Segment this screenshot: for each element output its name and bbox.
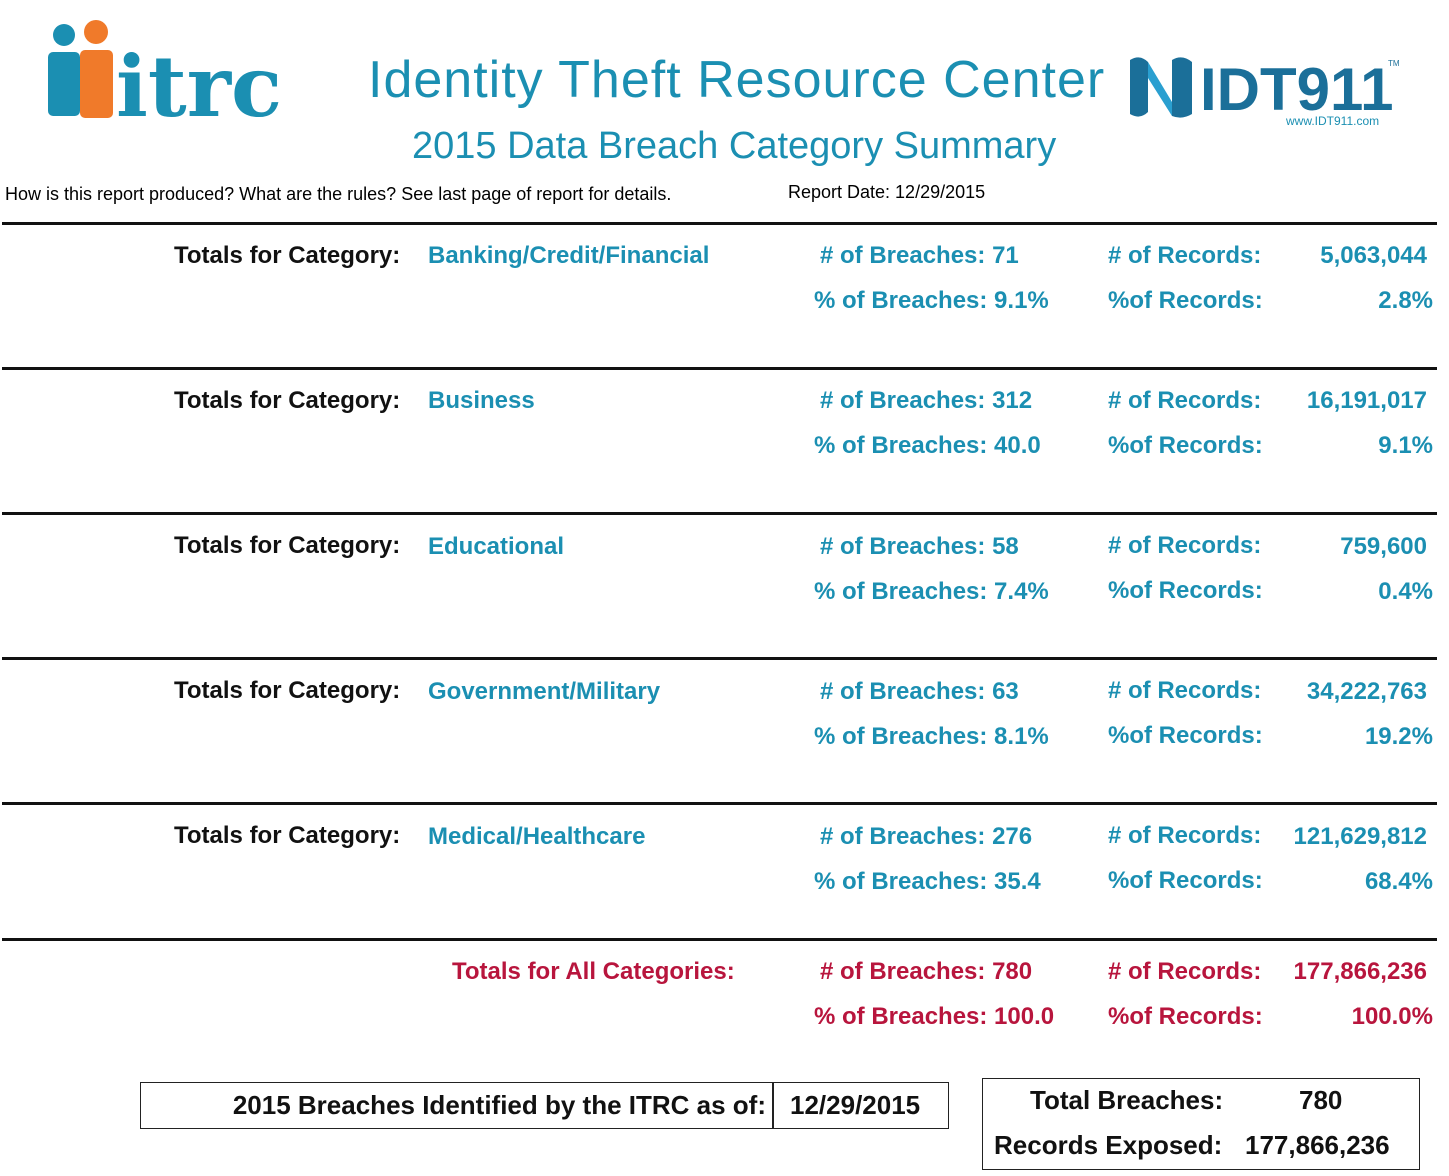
report-date: Report Date: 12/29/2015 [788, 182, 986, 202]
category-name: Medical/Healthcare [428, 823, 646, 850]
total-breaches-value: 780 [1299, 1085, 1343, 1115]
breaches-percent: % of Breaches: 35.4 [814, 868, 1041, 895]
breaches-count: # of Breaches: 71 [820, 242, 1019, 269]
category-label: Totals for Category: [174, 387, 401, 414]
records-percent-value: 19.2% [1364, 723, 1433, 750]
total-breaches-count: # of Breaches: 780 [820, 958, 1033, 985]
records-percent-value: 0.4% [1378, 578, 1433, 605]
idt911-logo-graphic: IDT911 TM www.IDT911.com [1130, 56, 1400, 128]
idt911-url: www.IDT911.com [1285, 114, 1379, 128]
category-label: Totals for Category: [174, 677, 401, 704]
category-name: Government/Military [428, 678, 661, 705]
records-percent-value: 9.1% [1378, 432, 1433, 459]
breaches-percent: % of Breaches: 40.0 [814, 432, 1041, 459]
records-percent-label: %of Records: [1108, 432, 1263, 459]
identified-label-box: 2015 Breaches Identified by the ITRC as … [140, 1082, 773, 1129]
idt911-logo-text: IDT911 [1200, 56, 1393, 123]
idt911-logo: IDT911 TM www.IDT911.com [1126, 50, 1406, 130]
identified-date-box: 12/29/2015 [773, 1082, 949, 1129]
total-records-percent-value: 100.0% [1351, 1003, 1433, 1030]
page-title: Identity Theft Resource Center [368, 51, 1106, 109]
records-label: # of Records: [1108, 822, 1262, 849]
breaches-percent: % of Breaches: 7.4% [814, 578, 1049, 605]
records-exposed-value: 177,866,236 [1245, 1130, 1390, 1160]
report-info-text: How is this report produced? What are th… [5, 184, 672, 204]
records-percent-label: %of Records: [1108, 722, 1263, 749]
total-records-percent-label: %of Records: [1108, 1003, 1263, 1030]
identified-date: 12/29/2015 [790, 1090, 921, 1120]
records-percent-label: %of Records: [1108, 577, 1263, 604]
breaches-percent: % of Breaches: 9.1% [814, 287, 1049, 314]
itrc-logo-graphic: itrc [48, 20, 282, 136]
category-name: Business [428, 387, 535, 414]
records-value: 16,191,017 [1306, 387, 1427, 414]
itrc-logo: itrc [44, 18, 284, 136]
records-exposed-label: Records Exposed: [994, 1130, 1223, 1160]
trademark-mark: TM [1388, 59, 1400, 68]
total-records-value: 177,866,236 [1293, 958, 1427, 985]
records-percent-value: 68.4% [1364, 868, 1433, 895]
breaches-percent: % of Breaches: 8.1% [814, 723, 1049, 750]
breaches-count: # of Breaches: 58 [820, 533, 1019, 560]
category-label: Totals for Category: [174, 822, 401, 849]
divider [2, 512, 1437, 515]
breaches-count: # of Breaches: 276 [820, 823, 1033, 850]
page-subtitle: 2015 Data Breach Category Summary [412, 125, 1057, 167]
category-label: Totals for Category: [174, 242, 401, 269]
divider [2, 802, 1437, 805]
records-percent-value: 2.8% [1378, 287, 1433, 314]
divider [2, 938, 1437, 941]
records-label: # of Records: [1108, 387, 1262, 414]
total-breaches-label: Total Breaches: [1030, 1085, 1224, 1115]
breaches-count: # of Breaches: 63 [820, 678, 1019, 705]
summary-box: Total Breaches: 780 Records Exposed: 177… [982, 1078, 1420, 1170]
divider [2, 367, 1437, 370]
category-label: Totals for Category: [174, 532, 401, 559]
records-value: 5,063,044 [1320, 242, 1427, 269]
records-label: # of Records: [1108, 242, 1262, 269]
records-value: 34,222,763 [1306, 678, 1427, 705]
category-name: Educational [428, 533, 565, 560]
identified-label: 2015 Breaches Identified by the ITRC as … [232, 1090, 766, 1120]
total-records-label: # of Records: [1108, 958, 1262, 985]
totals-label: Totals for All Categories: [452, 958, 735, 985]
itrc-logo-text: itrc [116, 37, 282, 128]
breaches-count: # of Breaches: 312 [820, 387, 1033, 414]
records-label: # of Records: [1108, 532, 1262, 559]
records-percent-label: %of Records: [1108, 287, 1263, 314]
records-value: 759,600 [1340, 533, 1427, 560]
divider [2, 657, 1437, 660]
records-label: # of Records: [1108, 677, 1262, 704]
divider [2, 222, 1437, 225]
records-percent-label: %of Records: [1108, 867, 1263, 894]
records-value: 121,629,812 [1293, 823, 1427, 850]
total-breaches-percent: % of Breaches: 100.0 [814, 1003, 1055, 1030]
category-name: Banking/Credit/Financial [428, 242, 710, 269]
